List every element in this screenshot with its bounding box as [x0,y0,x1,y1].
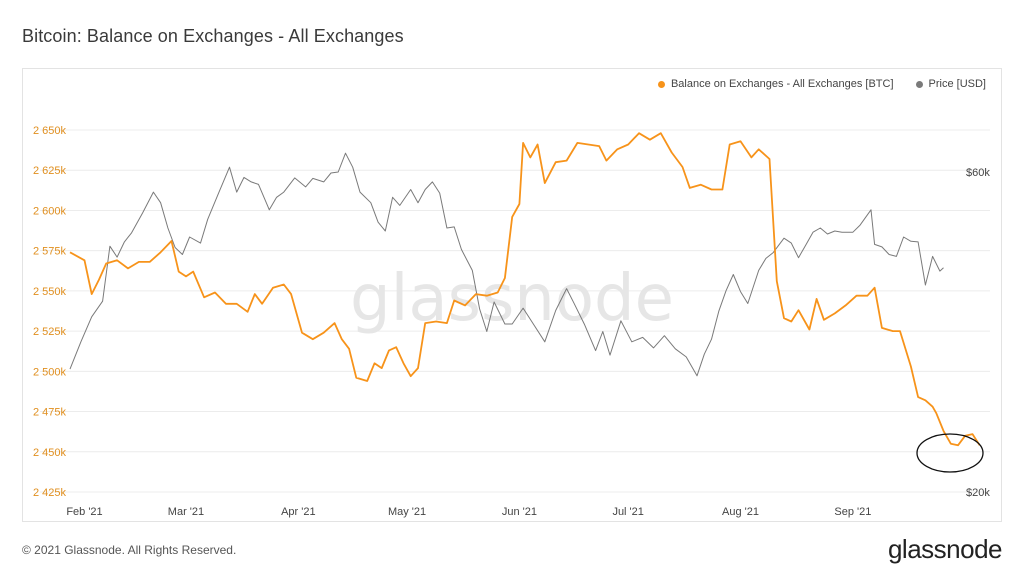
y-left-tick-label: 2 425k [33,487,67,499]
x-tick-label: Sep '21 [834,506,871,518]
x-tick-label: Jun '21 [502,506,537,518]
legend-label-price: Price [USD] [928,78,986,90]
y-left-tick-label: 2 525k [33,326,67,338]
y-left-tick-label: 2 600k [33,205,67,217]
x-tick-label: Jul '21 [612,506,643,518]
x-tick-label: Feb '21 [66,506,102,518]
highlight-circle [916,433,984,473]
y-left-tick-label: 2 650k [33,125,67,137]
price-line [69,152,944,377]
brand-logo: glassnode [887,534,1003,564]
x-tick-label: Apr '21 [281,506,316,518]
balance-line [69,132,981,447]
legend-dot-balance [657,80,665,88]
watermark-text: glassnode [350,262,674,336]
y-right-tick-label: $20k [966,487,990,499]
legend-label-balance: Balance on Exchanges - All Exchanges [BT… [670,78,894,90]
legend: Balance on Exchanges - All Exchanges [BT… [657,78,986,90]
y-left-tick-label: 2 450k [33,447,67,459]
y-right-tick-label: $60k [966,167,990,179]
legend-item-balance[interactable]: Balance on Exchanges - All Exchanges [BT… [657,78,894,90]
x-tick-label: May '21 [388,506,426,518]
legend-dot-price [915,80,923,88]
y-left-tick-label: 2 625k [33,165,67,177]
x-tick-label: Mar '21 [168,506,204,518]
y-left-tick-label: 2 550k [33,286,67,298]
chart-panel [22,68,1002,522]
x-tick-label: Aug '21 [722,506,759,518]
copyright-text: © 2021 Glassnode. All Rights Reserved. [22,543,237,557]
y-left-tick-label: 2 500k [33,366,67,378]
chart-title: Bitcoin: Balance on Exchanges - All Exch… [22,26,404,46]
y-left-tick-label: 2 475k [33,407,67,419]
y-left-tick-label: 2 575k [33,246,67,258]
legend-item-price[interactable]: Price [USD] [915,78,986,90]
